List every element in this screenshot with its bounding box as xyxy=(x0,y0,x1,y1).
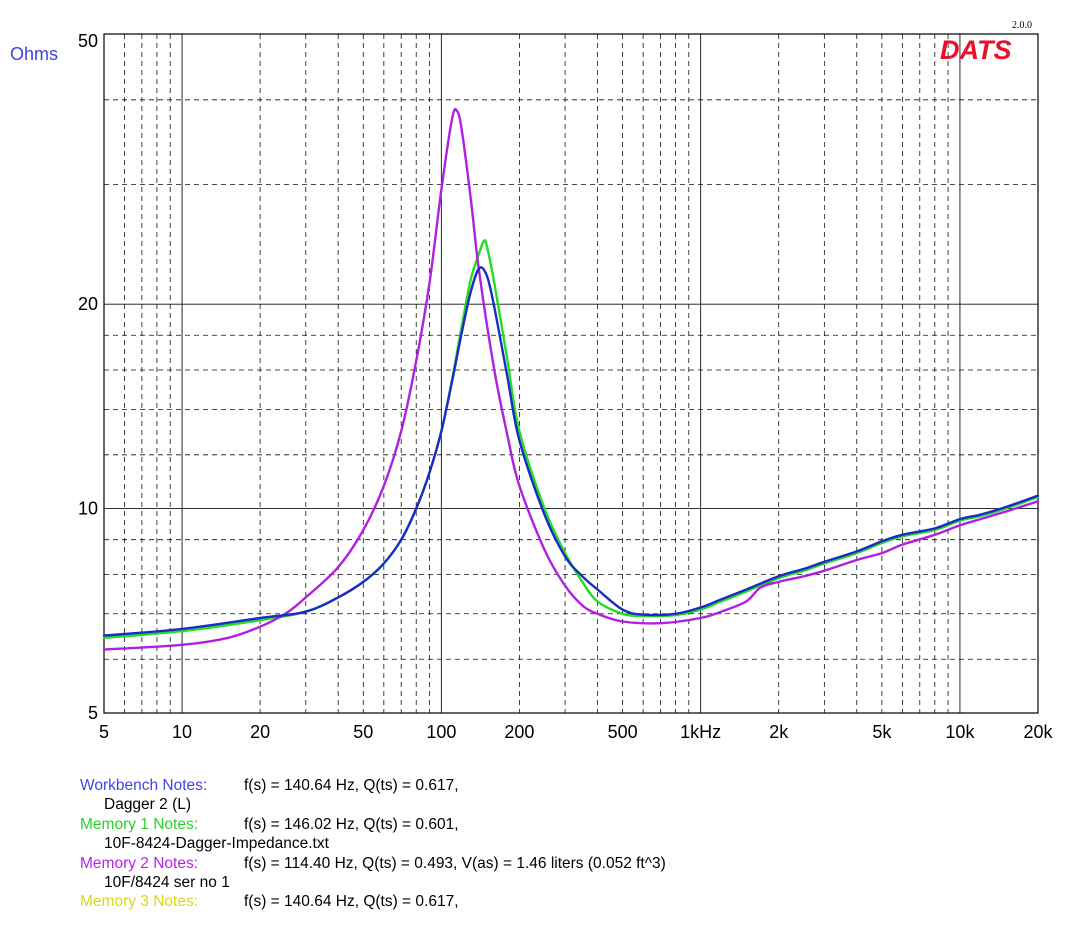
series-line-memory-2-notes xyxy=(102,108,1040,651)
x-tick-label: 10k xyxy=(945,722,975,742)
brand-logo: DATS xyxy=(940,35,1012,65)
x-tick-label: 10 xyxy=(172,722,192,742)
x-tick-label: 20 xyxy=(250,722,270,742)
note-label: Memory 1 Notes: xyxy=(80,815,199,833)
note-params: f(s) = 140.64 Hz, Q(ts) = 0.617, xyxy=(244,893,459,911)
series-line-workbench-notes xyxy=(102,266,1040,637)
y-axis-label: Ohms xyxy=(10,44,58,64)
x-axis-ticks: 5 10 20 50 100 200 500 1kHz 2k 5k 10k 20k xyxy=(99,722,1054,742)
series-group xyxy=(102,108,1040,651)
x-tick-label: 1kHz xyxy=(680,722,721,742)
y-tick-label: 10 xyxy=(78,499,98,519)
x-tick-label: 500 xyxy=(608,722,638,742)
note-params: f(s) = 140.64 Hz, Q(ts) = 0.617, xyxy=(244,777,459,794)
note-subtitle: 10F-8424-Dagger-Impedance.txt xyxy=(104,835,329,853)
note-label: Workbench Notes: xyxy=(80,777,208,794)
note-label: Memory 2 Notes: xyxy=(80,854,199,872)
x-tick-label: 100 xyxy=(426,722,456,742)
y-axis-ticks: 5 10 20 50 xyxy=(78,31,98,723)
x-tick-label: 5 xyxy=(99,722,109,742)
version-label: 2.0.0 xyxy=(1012,20,1032,31)
note-params: f(s) = 146.02 Hz, Q(ts) = 0.601, xyxy=(244,815,459,833)
y-tick-label: 20 xyxy=(78,294,98,314)
note-label: Memory 3 Notes: xyxy=(80,893,199,911)
grid xyxy=(104,34,1038,713)
plot-frame xyxy=(103,33,1039,714)
series-line-memory-1-notes xyxy=(102,239,1040,640)
note-params: f(s) = 114.40 Hz, Q(ts) = 0.493, V(as) =… xyxy=(244,854,666,872)
impedance-chart: 5 10 20 50 100 200 500 1kHz 2k 5k 10k 20k 5 10 20 50 O… xyxy=(10,20,1054,742)
y-tick-label: 50 xyxy=(78,31,98,51)
note-subtitle: 10F/8424 ser no 1 xyxy=(104,873,230,891)
x-tick-label: 200 xyxy=(504,722,534,742)
x-tick-label: 50 xyxy=(353,722,373,742)
y-tick-label: 5 xyxy=(88,703,98,723)
x-tick-label: 5k xyxy=(872,722,892,742)
x-tick-label: 20k xyxy=(1023,722,1053,742)
x-tick-label: 2k xyxy=(769,722,789,742)
note-subtitle: Dagger 2 (L) xyxy=(104,796,192,814)
